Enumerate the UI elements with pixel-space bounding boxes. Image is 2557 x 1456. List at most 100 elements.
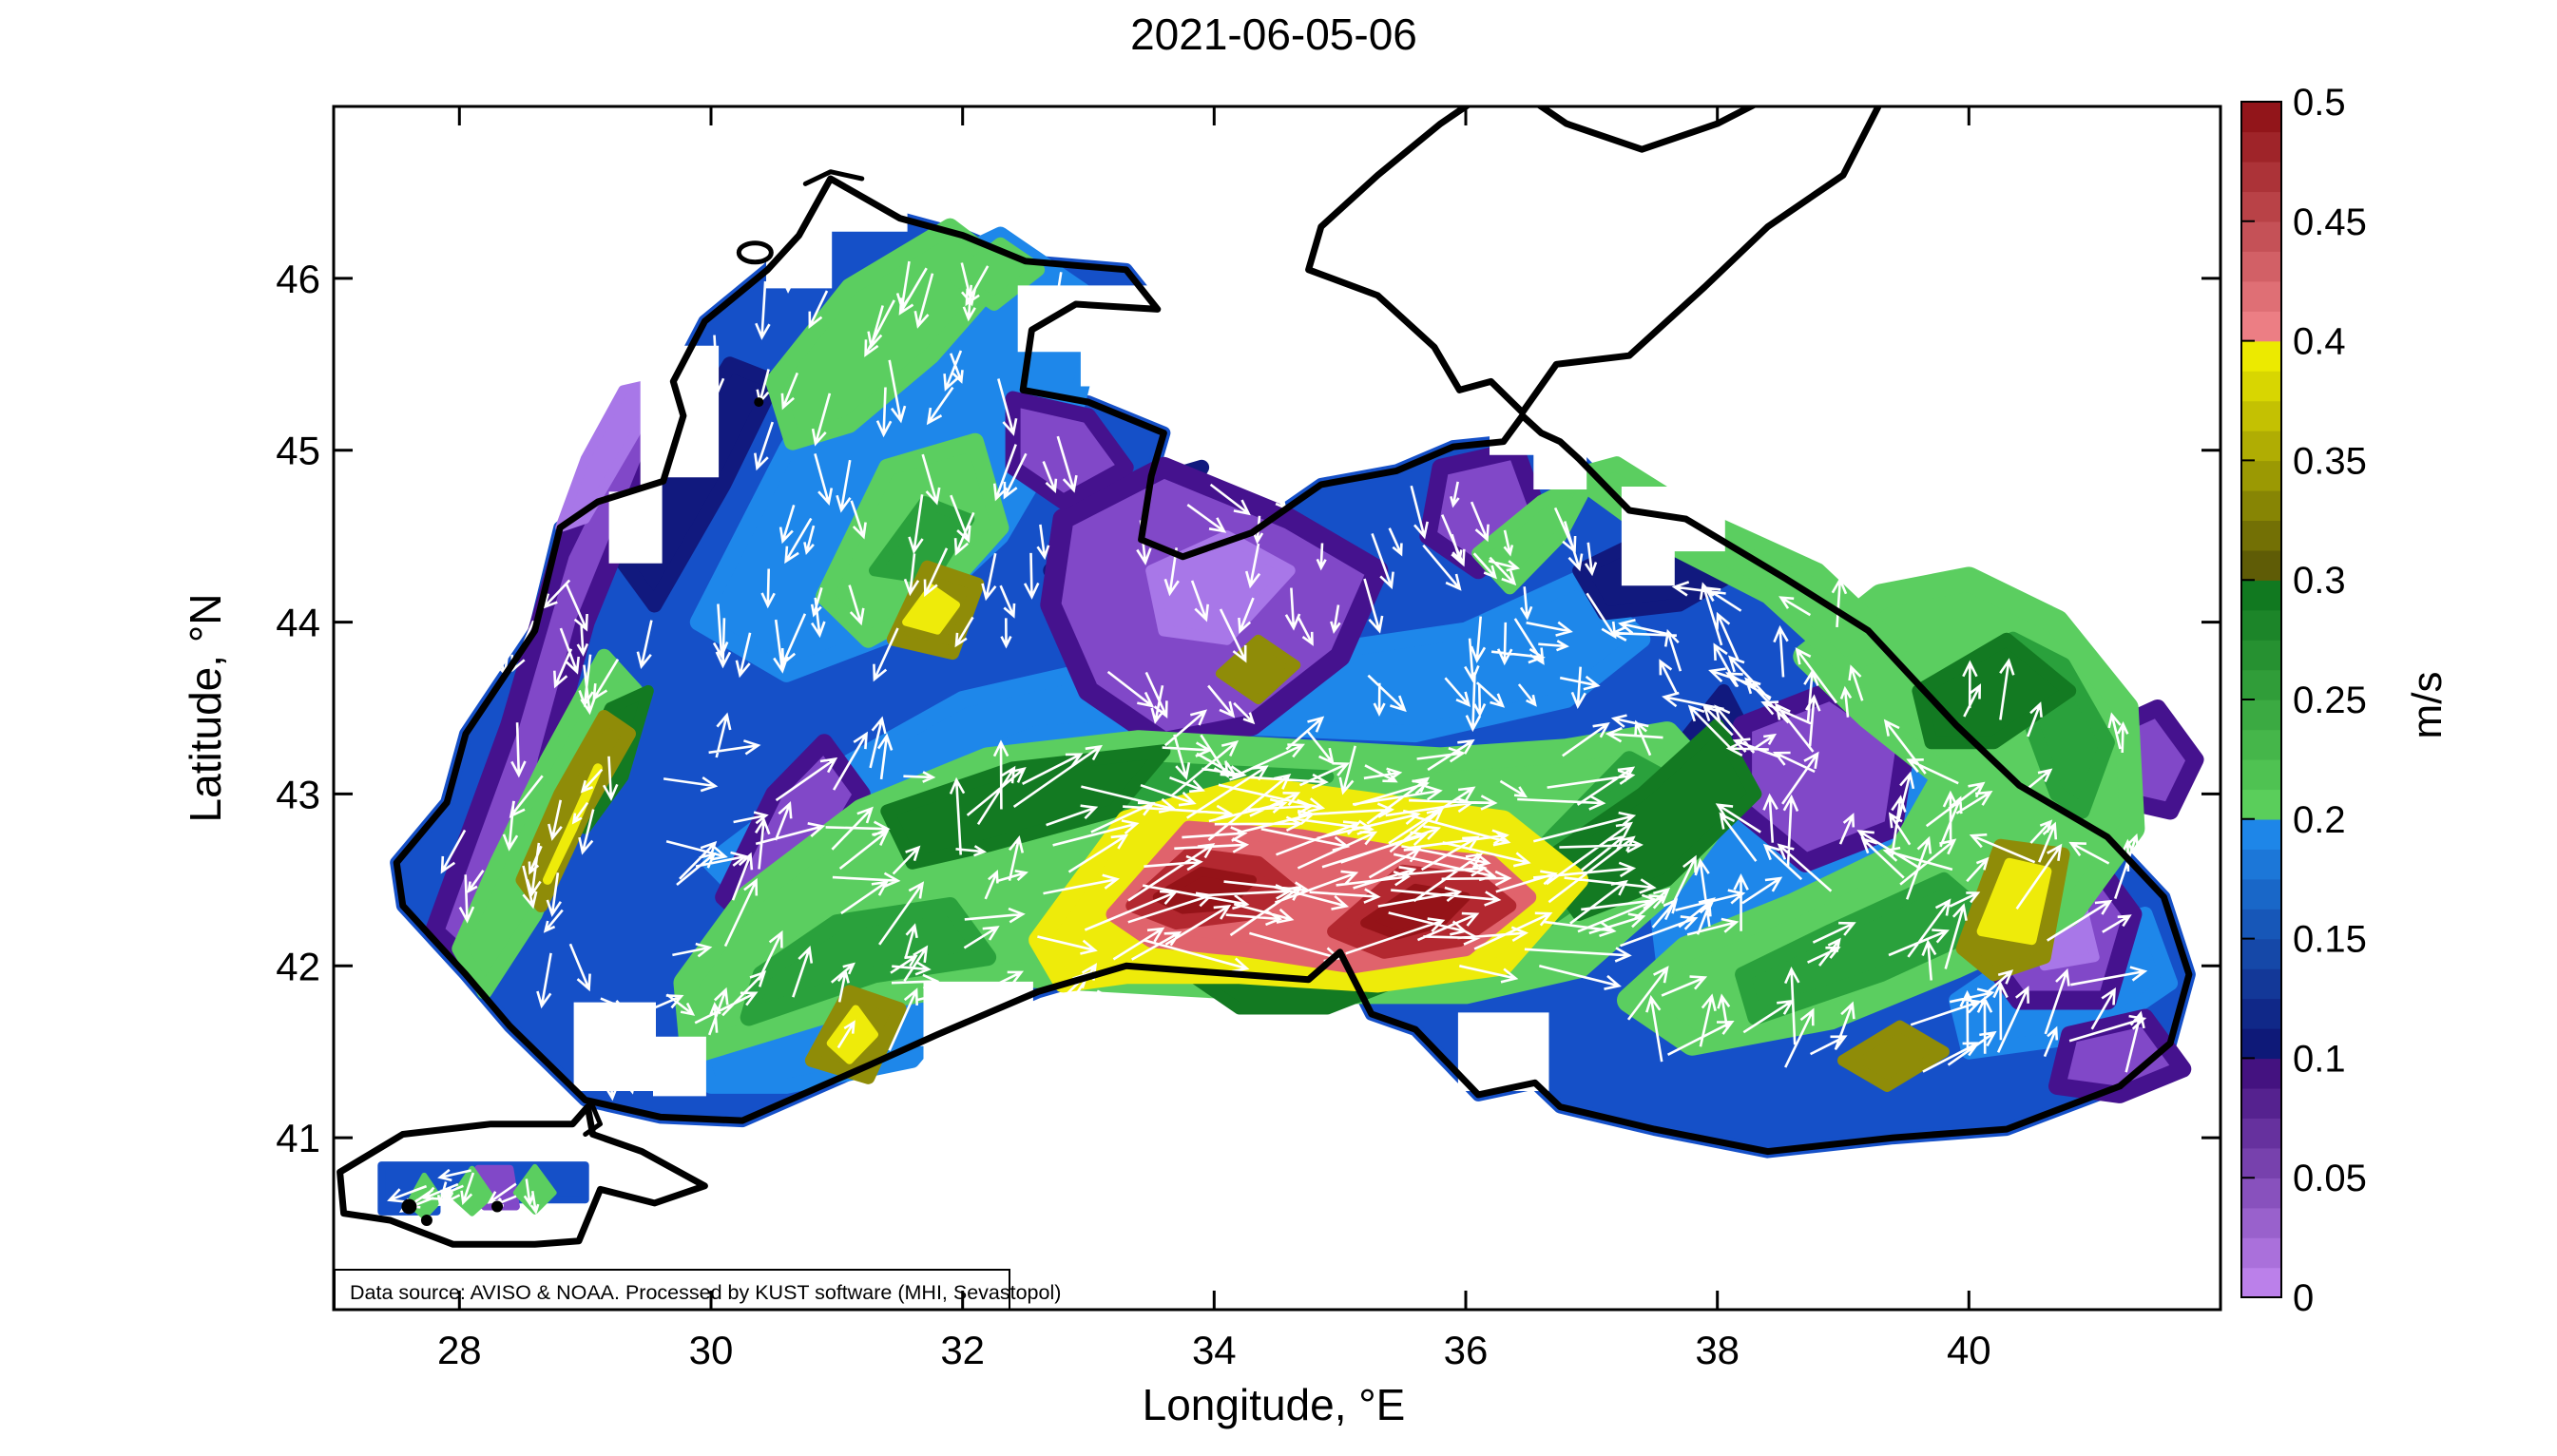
colorbar-step (2241, 280, 2281, 312)
gap-bosphorus-1 (573, 1002, 656, 1091)
arrow-strokes (387, 229, 2148, 1216)
x-tick-label: 36 (1444, 1328, 1489, 1372)
y-tick-label: 43 (276, 772, 320, 816)
y-tick-label: 41 (276, 1116, 320, 1160)
colorbar-step (2241, 520, 2281, 551)
colorbar-tick-label: 0.5 (2293, 82, 2346, 124)
colorbar-step (2241, 699, 2281, 731)
colorbar-step (2241, 371, 2281, 402)
colorbar-step (2241, 311, 2281, 342)
colorbar-step (2241, 758, 2281, 791)
annotation-text: Data source: AVISO & NOAA. Processed by … (350, 1281, 1061, 1304)
x-tick-label: 30 (689, 1328, 734, 1372)
axis-ticks (334, 106, 2221, 1310)
coast-black-sea (393, 175, 2193, 1156)
velocity-arrows (387, 229, 2148, 1216)
colorbar-tick-label: 0.45 (2293, 201, 2367, 243)
island-3 (754, 397, 764, 408)
gap-samsun (1457, 1012, 1549, 1091)
coastline (336, 106, 2193, 1248)
contour-green-med-east-1 (1735, 872, 2002, 1025)
colorbar-step (2241, 1178, 2281, 1209)
colorbar-step (2241, 609, 2281, 641)
contour-yellow-sw-core (826, 1005, 878, 1064)
colorbar-tick-label: 0.25 (2293, 680, 2367, 721)
colorbar-tick-label: 0.35 (2293, 440, 2367, 482)
coast-marmara-sea (336, 1103, 708, 1248)
contour-olive-ne-small (1837, 1020, 1950, 1092)
coast-dniester-lagoon (736, 240, 774, 265)
colorbar-tick-label: 0.1 (2293, 1038, 2346, 1080)
y-tick-label: 46 (276, 257, 320, 301)
colorbar-step (2241, 968, 2281, 1000)
x-tick-label: 28 (437, 1328, 482, 1372)
contour-yellow-east-core (1976, 857, 2052, 946)
colorbar-step (2241, 789, 2281, 820)
axis-tick-labels: 28 30 32 34 36 38 40 41 42 43 44 45 46 (276, 257, 1990, 1372)
island-2 (491, 1200, 504, 1213)
colorbar-unit-label: m/s (2404, 672, 2451, 739)
colorbar-tick-label: 0.2 (2293, 799, 2346, 841)
colorbar-step (2241, 909, 2281, 940)
colorbar-step (2241, 1058, 2281, 1089)
y-tick-label: 42 (276, 944, 320, 988)
colorbar-step (2241, 878, 2281, 910)
coast-bosphorus-channel (583, 1101, 603, 1137)
colorbar-step (2241, 580, 2281, 611)
x-tick-label: 32 (940, 1328, 985, 1372)
colorbar-step (2241, 669, 2281, 700)
map-plot (336, 106, 2204, 1248)
colorbar-step (2241, 1237, 2281, 1269)
colorbar-step (2241, 220, 2281, 252)
colorbar: 0 0.05 0.1 0.15 0.2 0.25 0.3 0.35 0.4 0.45 0.5 (2240, 82, 2367, 1319)
colorbar-tick-label: 0.15 (2293, 919, 2367, 961)
contour-purple-se-corner (2048, 1008, 2192, 1103)
colorbar-step (2241, 1027, 2281, 1060)
island-1 (420, 1214, 433, 1226)
y-tick-label: 44 (276, 601, 320, 645)
x-axis-label: Longitude, °E (1143, 1380, 1406, 1429)
colorbar-step (2241, 1267, 2281, 1298)
y-tick-label: 45 (276, 429, 320, 473)
colorbar-step (2241, 251, 2281, 282)
colorbar-step (2241, 191, 2281, 222)
colorbar-step (2241, 1118, 2281, 1149)
contour-green-marmara-d2 (512, 1163, 557, 1215)
contour-yellow-west-core (543, 763, 603, 885)
colorbar-step (2241, 729, 2281, 760)
gap-odessa (766, 160, 908, 289)
contour-yellow-nw-core (902, 584, 960, 635)
colorbar-step (2241, 818, 2281, 850)
colorbar-step (2241, 849, 2281, 880)
colorbar-step (2241, 102, 2281, 133)
contour-darkred-core-east (1360, 883, 1471, 940)
colorbar-tick-label: 0.3 (2293, 560, 2346, 602)
colorbar-step (2241, 640, 2281, 671)
x-tick-label: 40 (1947, 1328, 1991, 1372)
data-source-annotation: Data source: AVISO & NOAA. Processed by … (334, 1269, 1061, 1311)
plot-frame (332, 105, 2222, 1312)
colorbar-tick-marks (2241, 101, 2255, 1298)
colorbar-step (2241, 460, 2281, 491)
gap-kerch (1490, 414, 1587, 489)
colorbar-step (2241, 1147, 2281, 1178)
colorbar-step (2241, 489, 2281, 521)
coast-azov-sea (1305, 106, 1882, 416)
colorbar-tick-label: 0.4 (2293, 321, 2346, 363)
colorbar-step (2241, 400, 2281, 431)
coast-odessa-hook (802, 169, 865, 186)
colorbar-tick-label: 0.05 (2293, 1158, 2367, 1199)
colorbar-step (2241, 1207, 2281, 1238)
x-tick-label: 34 (1192, 1328, 1237, 1372)
colorbar-step (2241, 161, 2281, 193)
colorbar-step (2241, 549, 2281, 581)
contour-green-dark-3 (1912, 632, 2077, 750)
colorbar-step (2241, 340, 2281, 372)
y-axis-label: Latitude, °N (181, 594, 230, 823)
colorbar-step (2241, 430, 2281, 462)
x-tick-label: 38 (1695, 1328, 1740, 1372)
colorbar-step (2241, 131, 2281, 163)
figure-title: 2021-06-05-06 (1130, 10, 1417, 59)
colorbar-step (2241, 1087, 2281, 1119)
